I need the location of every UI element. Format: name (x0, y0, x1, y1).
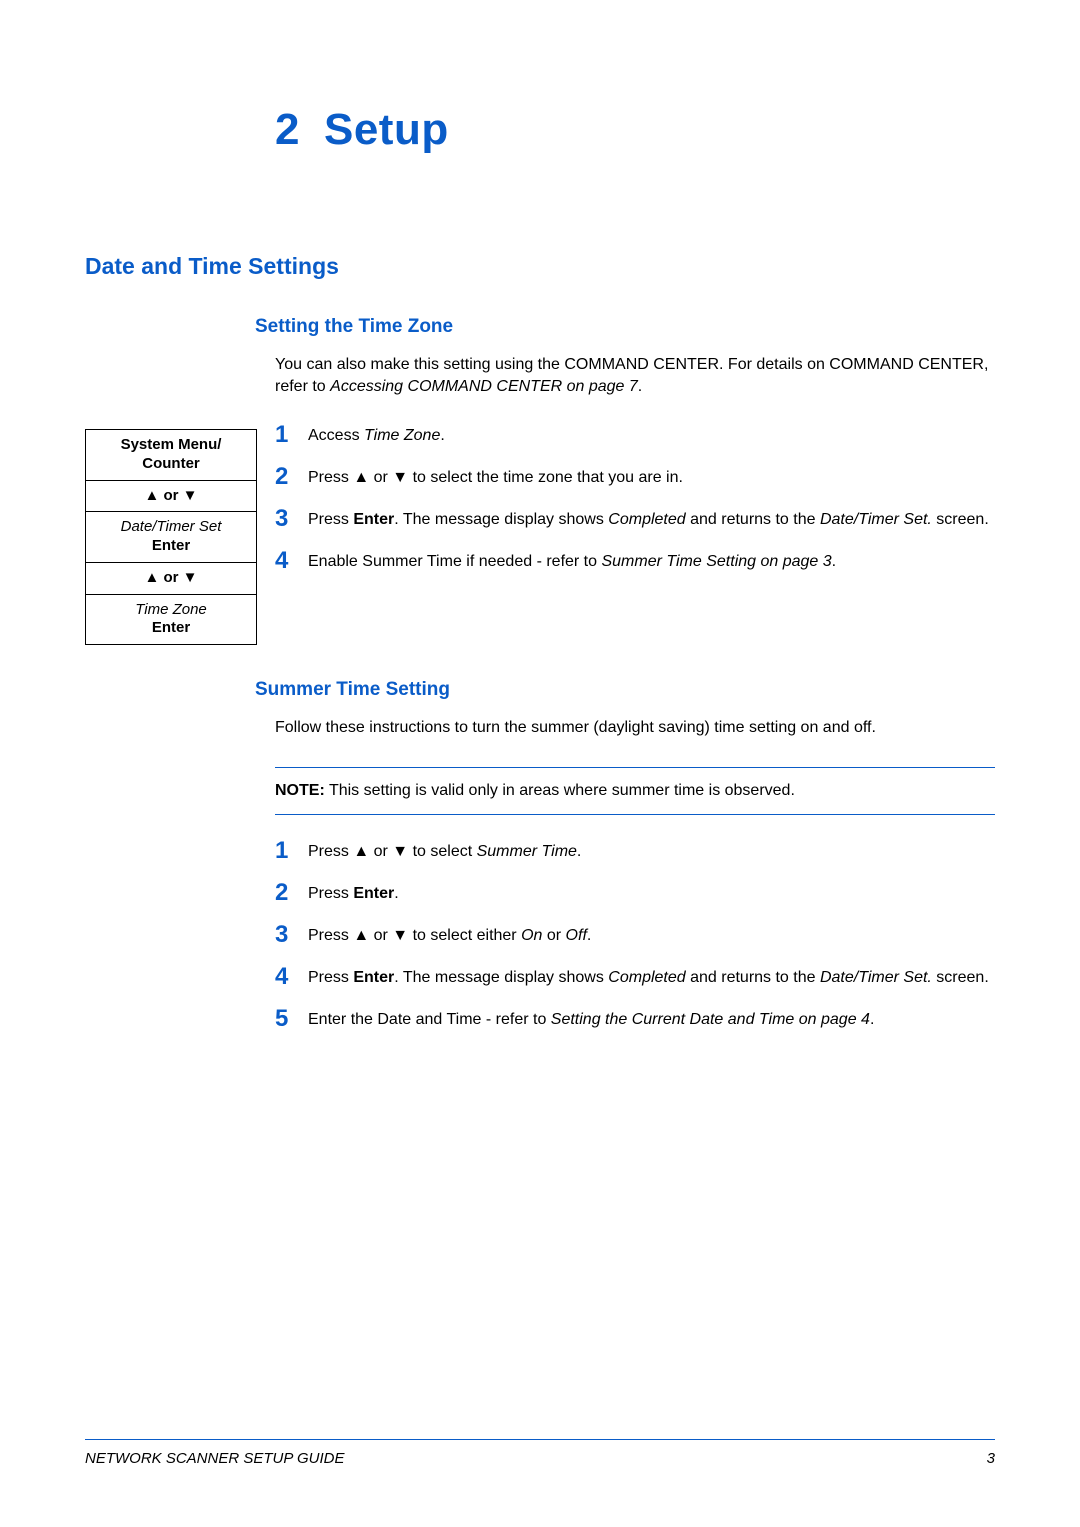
step-item: 1 Access Time Zone. (275, 425, 995, 447)
subsection-heading-timezone: Setting the Time Zone (255, 316, 995, 338)
step-number: 1 (275, 423, 293, 447)
step-text-italic: Summer Time Setting on page 3 (601, 553, 831, 570)
menu-row-timezone: Time Zone Enter (86, 595, 256, 645)
step-text-bold: Enter (353, 885, 394, 902)
menu-text: Time Zone (135, 601, 207, 618)
section-heading: Date and Time Settings (85, 253, 995, 280)
step-text: Press ▲ or ▼ to select either (308, 927, 521, 944)
step-body: Press Enter. The message display shows C… (308, 967, 995, 989)
step-number: 3 (275, 923, 293, 947)
menu-row-arrows: ▲ or ▼ (86, 481, 256, 513)
step-item: 3 Press Enter. The message display shows… (275, 509, 995, 531)
step-text-italic: On (521, 927, 542, 944)
menu-text: ▲ or ▼ (144, 487, 197, 504)
menu-navigation-box: System Menu/ Counter ▲ or ▼ Date/Timer S… (85, 429, 257, 645)
step-body: Press Enter. (308, 883, 995, 905)
step-text: Enable Summer Time if needed - refer to (308, 553, 601, 570)
step-item: 3 Press ▲ or ▼ to select either On or Of… (275, 925, 995, 947)
chapter-title: 2 Setup (275, 105, 995, 155)
step-body: Press ▲ or ▼ to select Summer Time. (308, 841, 995, 863)
step-text: Enter the Date and Time - refer to (308, 1011, 551, 1028)
footer-title: NETWORK SCANNER SETUP GUIDE (85, 1450, 344, 1467)
menu-text: Date/Timer Set (121, 518, 222, 535)
step-text: . (870, 1011, 874, 1028)
step-text-italic: Date/Timer Set. (820, 511, 932, 528)
step-text: . (577, 843, 581, 860)
step-text-italic: Time Zone (364, 427, 440, 444)
step-item: 2 Press ▲ or ▼ to select the time zone t… (275, 467, 995, 489)
intro-text-post: . (638, 378, 642, 395)
footer-page-number: 3 (987, 1450, 995, 1467)
step-text-italic: Completed (608, 511, 685, 528)
step-item: 5 Enter the Date and Time - refer to Set… (275, 1009, 995, 1031)
step-text: screen. (932, 969, 989, 986)
step-text-bold: Enter (353, 511, 394, 528)
menu-text: ▲ or ▼ (144, 569, 197, 586)
step-body: Enter the Date and Time - refer to Setti… (308, 1009, 995, 1031)
step-text: Access (308, 427, 364, 444)
menu-row-system: System Menu/ Counter (86, 430, 256, 481)
menu-text: Enter (152, 537, 190, 554)
chapter-name: Setup (324, 105, 449, 154)
step-body: Press Enter. The message display shows C… (308, 509, 995, 531)
step-text: Press (308, 511, 353, 528)
step-text: . (394, 885, 398, 902)
page-footer: NETWORK SCANNER SETUP GUIDE 3 (85, 1439, 995, 1467)
step-text: and returns to the (686, 511, 820, 528)
menu-text: System Menu/ (121, 436, 222, 453)
step-text: Press (308, 969, 353, 986)
step-number: 1 (275, 839, 293, 863)
chapter-number: 2 (275, 105, 300, 154)
step-text: and returns to the (686, 969, 820, 986)
intro-paragraph-timezone: You can also make this setting using the… (275, 354, 995, 397)
note-text: This setting is valid only in areas wher… (325, 782, 795, 799)
step-text-italic: Completed (608, 969, 685, 986)
step-text: . The message display shows (394, 511, 608, 528)
step-text-bold: Enter (353, 969, 394, 986)
step-text-italic: Summer Time (477, 843, 577, 860)
note-label: NOTE: (275, 782, 325, 799)
timezone-steps: 1 Access Time Zone. 2 Press ▲ or ▼ to se… (275, 425, 995, 593)
step-text: . (832, 553, 836, 570)
step-text-italic: Date/Timer Set. (820, 969, 932, 986)
step-body: Access Time Zone. (308, 425, 995, 447)
step-text: screen. (932, 511, 989, 528)
step-text-italic: Setting the Current Date and Time on pag… (551, 1011, 870, 1028)
step-body: Press ▲ or ▼ to select either On or Off. (308, 925, 995, 947)
note-box: NOTE: This setting is valid only in area… (275, 767, 995, 815)
step-text-italic: Off (566, 927, 587, 944)
step-item: 4 Enable Summer Time if needed - refer t… (275, 551, 995, 573)
step-number: 5 (275, 1007, 293, 1031)
menu-row-arrows: ▲ or ▼ (86, 563, 256, 595)
step-text: . (587, 927, 591, 944)
step-item: 2 Press Enter. (275, 883, 995, 905)
intro-text-ref: Accessing COMMAND CENTER on page 7 (330, 378, 638, 395)
menu-text: Counter (142, 455, 200, 472)
intro-paragraph-summertime: Follow these instructions to turn the su… (275, 717, 995, 739)
step-text: or (542, 927, 565, 944)
step-text: Press (308, 885, 353, 902)
step-text: Press ▲ or ▼ to select (308, 843, 477, 860)
step-number: 4 (275, 549, 293, 573)
step-number: 3 (275, 507, 293, 531)
step-text: Press ▲ or ▼ to select the time zone tha… (308, 469, 683, 486)
menu-row-datetimer: Date/Timer Set Enter (86, 512, 256, 563)
step-item: 1 Press ▲ or ▼ to select Summer Time. (275, 841, 995, 863)
step-number: 2 (275, 881, 293, 905)
step-text: . The message display shows (394, 969, 608, 986)
step-item: 4 Press Enter. The message display shows… (275, 967, 995, 989)
page: 2 Setup Date and Time Settings Setting th… (0, 0, 1080, 1527)
step-body: Press ▲ or ▼ to select the time zone tha… (308, 467, 995, 489)
menu-text: Enter (152, 619, 190, 636)
subsection-heading-summertime: Summer Time Setting (255, 679, 995, 701)
step-number: 2 (275, 465, 293, 489)
step-text: . (440, 427, 444, 444)
step-body: Enable Summer Time if needed - refer to … (308, 551, 995, 573)
timezone-content-row: System Menu/ Counter ▲ or ▼ Date/Timer S… (85, 425, 995, 645)
step-number: 4 (275, 965, 293, 989)
summertime-steps: 1 Press ▲ or ▼ to select Summer Time. 2 … (275, 841, 995, 1031)
